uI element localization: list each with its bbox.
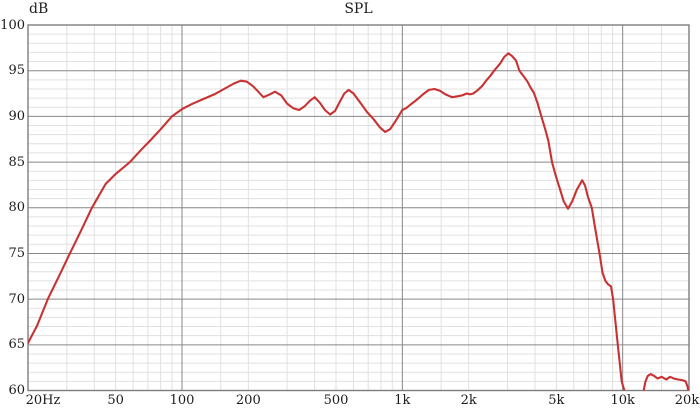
y-axis-unit-label: dB [29, 1, 49, 17]
y-tick-label: 90 [8, 108, 25, 124]
x-tick-label: 20Hz [25, 393, 61, 408]
x-tick-label: 10k [610, 393, 635, 408]
plot-border [27, 24, 690, 392]
y-tick-label: 65 [8, 337, 25, 353]
x-tick-label: 20k [674, 393, 700, 408]
x-tick-label: 5k [548, 393, 565, 408]
y-tick-label: 70 [8, 291, 25, 307]
chart-title: SPL [344, 1, 373, 17]
y-tick-label: 100 [0, 17, 25, 33]
y-tick-label: 85 [8, 154, 25, 170]
x-tick-label: 1k [394, 393, 411, 408]
y-tick-label: 80 [8, 200, 25, 216]
grid-major [28, 25, 689, 391]
x-tick-label: 500 [323, 393, 349, 408]
y-tick-label: 95 [8, 63, 25, 79]
x-tick-label: 50 [107, 393, 124, 408]
spl-curve [28, 52, 689, 391]
x-tick-label: 100 [169, 393, 195, 408]
x-tick-label: 2k [460, 393, 477, 408]
y-tick-label: 60 [8, 383, 25, 398]
y-tick-label: 75 [8, 245, 25, 261]
x-tick-label: 200 [235, 393, 261, 408]
